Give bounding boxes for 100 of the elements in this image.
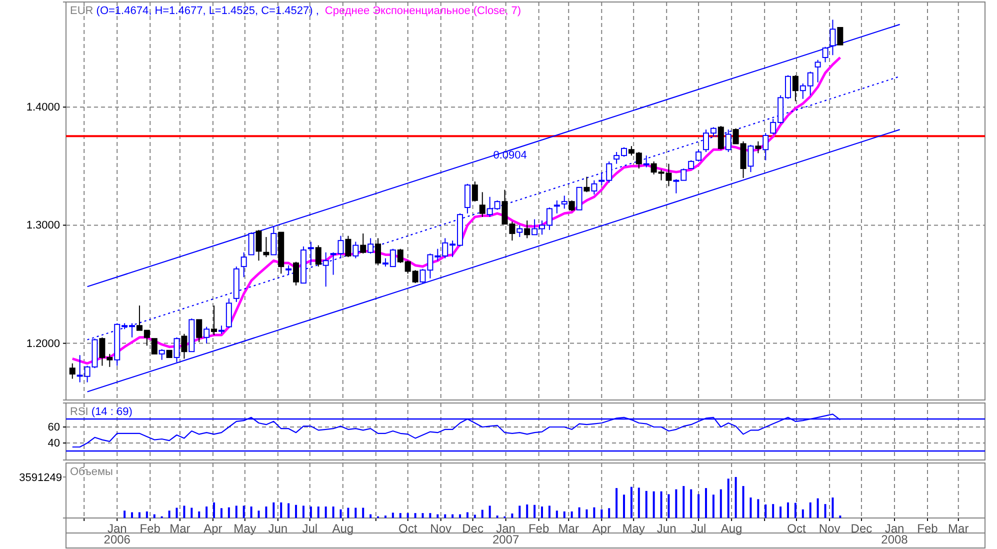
candlestick bbox=[286, 264, 292, 276]
bar bbox=[370, 514, 372, 518]
x-tick-label: Oct bbox=[787, 522, 807, 536]
x-tick-label: Jul bbox=[302, 522, 318, 536]
bar bbox=[392, 512, 394, 518]
bar bbox=[235, 506, 238, 518]
candlestick bbox=[211, 305, 218, 336]
candlestick bbox=[270, 226, 277, 256]
candlestick bbox=[315, 244, 322, 268]
bar bbox=[190, 508, 193, 518]
bar bbox=[682, 486, 685, 518]
bar bbox=[124, 510, 126, 518]
y-tick-label: 1.2000 bbox=[26, 338, 60, 350]
bar bbox=[146, 511, 148, 518]
candlestick bbox=[725, 129, 732, 152]
bar bbox=[623, 494, 625, 518]
bar bbox=[332, 506, 334, 518]
bar bbox=[131, 512, 134, 518]
bar bbox=[206, 506, 208, 518]
bar bbox=[474, 514, 476, 518]
candlestick bbox=[69, 362, 76, 380]
bar bbox=[302, 506, 304, 518]
x-tick-label: May bbox=[622, 522, 645, 536]
candlestick bbox=[151, 338, 158, 354]
x-tick-label: Apr bbox=[204, 522, 222, 536]
bar bbox=[481, 510, 484, 518]
bar bbox=[265, 506, 268, 518]
bar bbox=[563, 511, 566, 518]
bar bbox=[675, 489, 678, 518]
bar bbox=[354, 508, 357, 518]
bar bbox=[652, 491, 655, 518]
bar bbox=[786, 502, 789, 518]
bar bbox=[362, 508, 364, 518]
bar bbox=[272, 502, 275, 518]
candlestick bbox=[561, 195, 568, 210]
bar bbox=[750, 498, 752, 518]
bar bbox=[406, 513, 409, 518]
candlestick bbox=[308, 241, 314, 266]
candlestick bbox=[256, 229, 262, 262]
bar bbox=[570, 511, 573, 518]
bar bbox=[340, 509, 342, 518]
bar bbox=[720, 489, 722, 518]
bar bbox=[399, 513, 402, 518]
x-tick-label: Mar bbox=[170, 522, 190, 536]
x-tick-label: Mar bbox=[948, 522, 969, 536]
candlestick bbox=[479, 192, 486, 218]
bar bbox=[809, 502, 812, 518]
bar bbox=[228, 507, 230, 518]
bar bbox=[548, 506, 550, 518]
bar bbox=[138, 512, 140, 518]
x-tick-label: Feb bbox=[140, 522, 161, 536]
bar bbox=[742, 486, 744, 518]
x-tick-label: Feb bbox=[528, 522, 550, 536]
bar bbox=[698, 494, 700, 518]
chart-title: EUR (O=1.4674, H=1.4677, L=1.4525, C=1.4527) , bbox=[70, 5, 319, 17]
bar bbox=[734, 477, 737, 518]
bar bbox=[690, 489, 692, 518]
bar bbox=[832, 498, 834, 518]
bar bbox=[511, 513, 514, 518]
bar bbox=[802, 509, 804, 518]
bar bbox=[176, 508, 178, 518]
bar bbox=[444, 514, 446, 518]
bar bbox=[310, 506, 312, 518]
candlestick bbox=[322, 252, 329, 288]
bar bbox=[518, 506, 521, 518]
bar bbox=[541, 506, 544, 518]
bar bbox=[198, 511, 200, 518]
bar bbox=[220, 508, 222, 518]
bar bbox=[600, 509, 603, 518]
x-tick-label: May bbox=[234, 522, 256, 536]
bar bbox=[816, 498, 819, 518]
candlestick bbox=[472, 181, 478, 202]
bar bbox=[668, 494, 670, 518]
bar bbox=[586, 509, 588, 518]
candlestick bbox=[464, 183, 470, 214]
bar bbox=[526, 504, 528, 518]
bar bbox=[242, 506, 245, 518]
candlestick bbox=[755, 140, 762, 154]
candlestick bbox=[568, 200, 575, 212]
x-tick-label: Feb bbox=[917, 522, 938, 536]
candlestick bbox=[375, 238, 382, 266]
candlestick bbox=[718, 126, 724, 150]
chart-title: Объемы bbox=[70, 466, 114, 478]
bar bbox=[488, 506, 491, 518]
bar bbox=[288, 503, 290, 518]
bar bbox=[556, 510, 558, 518]
candlestick bbox=[554, 200, 560, 214]
candlestick bbox=[643, 155, 650, 168]
bar bbox=[153, 514, 156, 518]
bar bbox=[258, 510, 260, 518]
bar bbox=[324, 506, 327, 518]
bar bbox=[422, 513, 424, 518]
bar bbox=[712, 494, 714, 518]
x-tick-label: Dec bbox=[462, 522, 484, 536]
bar bbox=[630, 486, 632, 518]
bar bbox=[608, 508, 610, 518]
bar bbox=[436, 514, 439, 518]
bar bbox=[452, 514, 454, 518]
x-tick-label: Nov bbox=[430, 522, 452, 536]
candlestick bbox=[263, 236, 270, 258]
